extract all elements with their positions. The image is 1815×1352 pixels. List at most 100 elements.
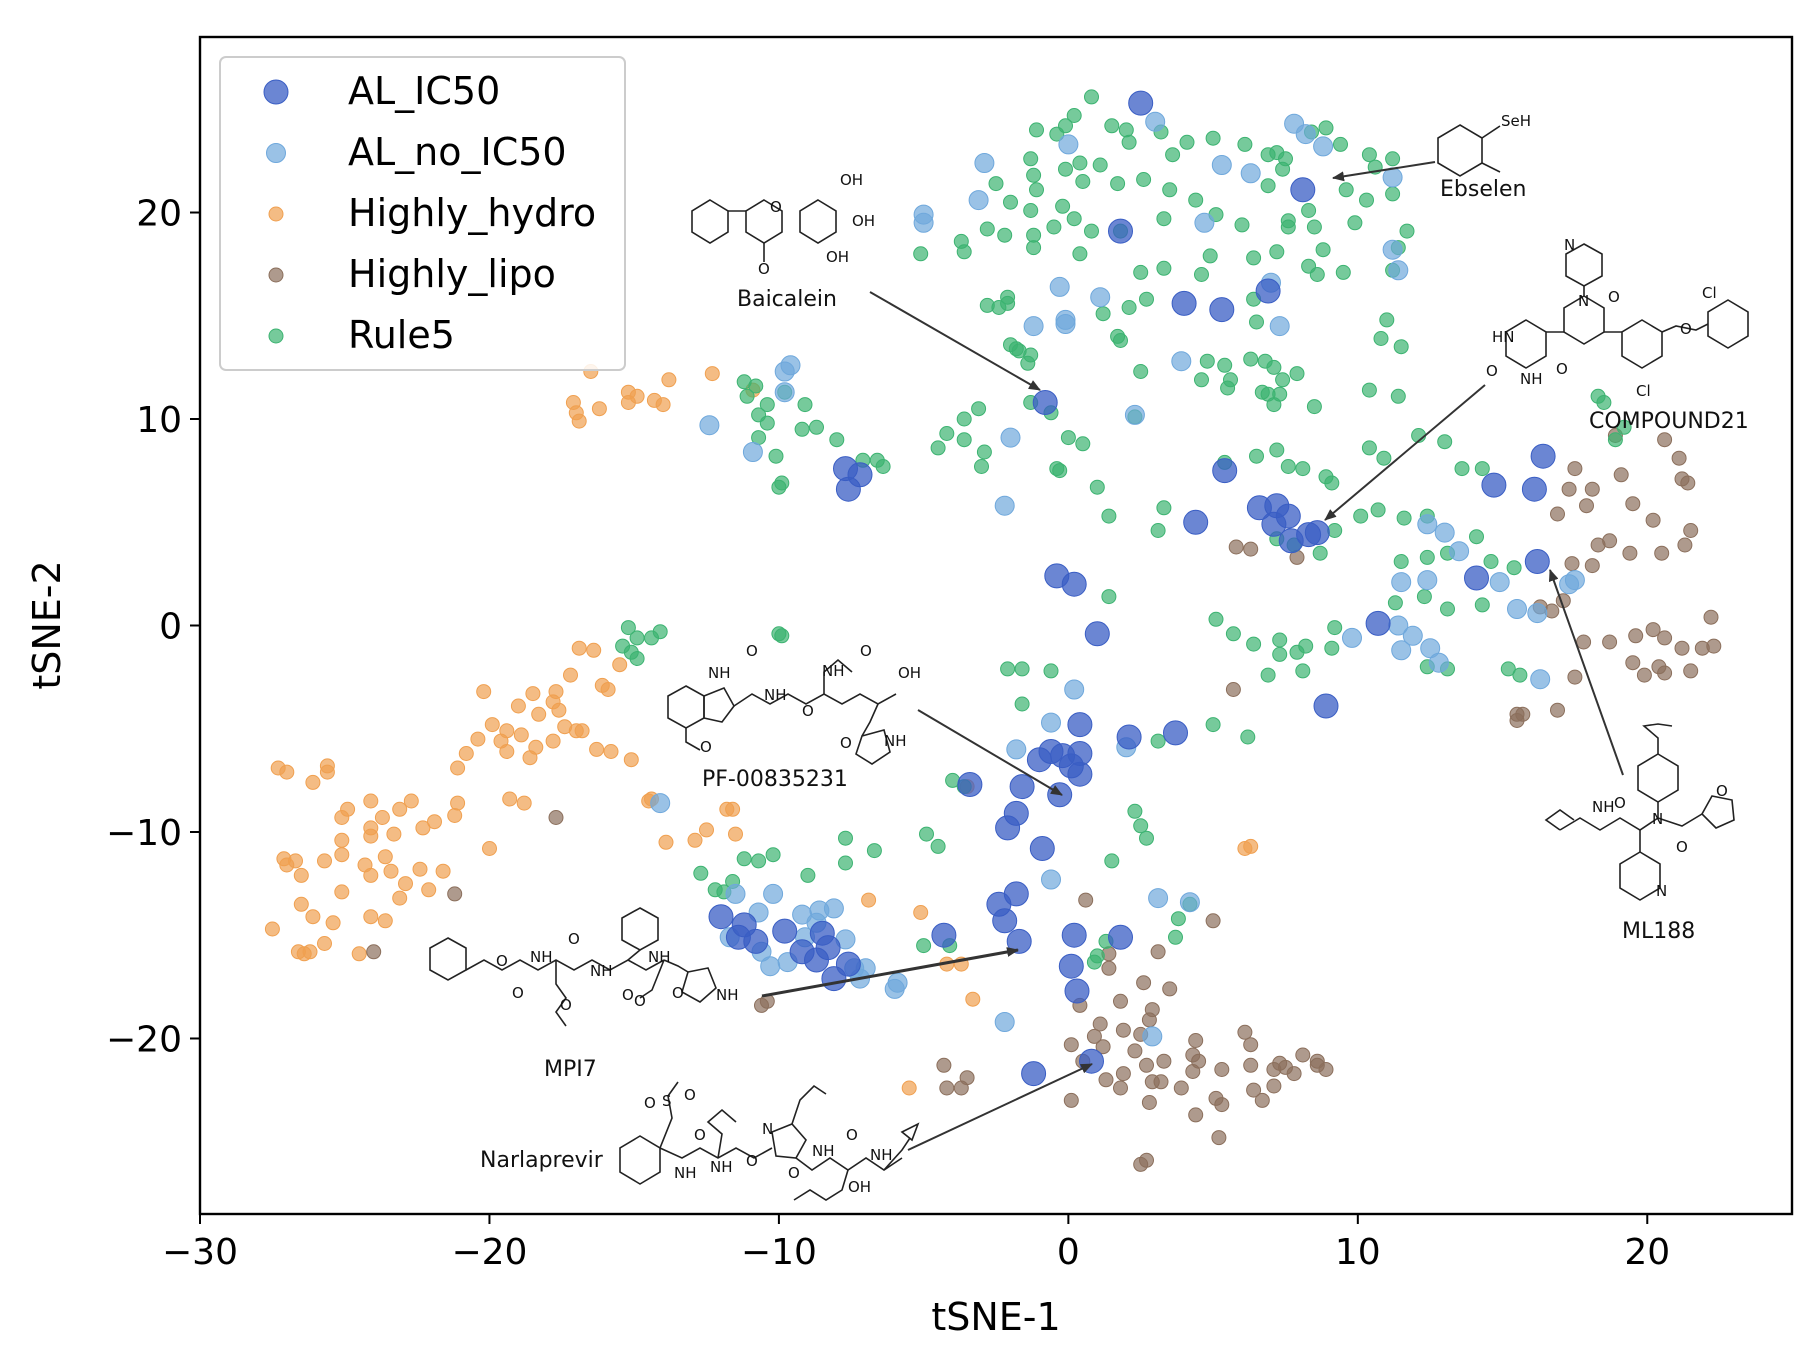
point-al-ic50-0 (1128, 90, 1154, 116)
mpi7-structure: O O NH O NH O NH O NH O O (429, 907, 739, 1027)
narlaprevir-nh-label-3: NH (812, 1142, 835, 1160)
point-rule5-100 (1289, 366, 1305, 382)
point-highly-hydro-83 (699, 822, 714, 838)
point-al-no-ic50-13 (1382, 239, 1403, 260)
narlaprevir-o-label-5: O (788, 1164, 800, 1182)
point-highly-lipo-13 (1602, 533, 1618, 549)
point-highly-hydro-62 (293, 867, 309, 883)
point-highly-hydro-23 (470, 731, 486, 747)
point-highly-hydro-98 (861, 892, 877, 908)
point-highly-lipo-107 (548, 810, 564, 825)
point-al-no-ic50-49 (1064, 679, 1085, 700)
point-al-ic50-21 (1530, 443, 1556, 469)
pf-lactam-ring (855, 729, 891, 765)
point-rule5-123 (829, 432, 845, 448)
point-al-no-ic50-14 (1388, 260, 1409, 281)
point-rule5-79 (1095, 306, 1111, 322)
point-rule5-211 (1101, 589, 1117, 605)
point-highly-lipo-74 (1185, 1064, 1201, 1079)
point-rule5-71 (1309, 267, 1325, 282)
point-highly-hydro-0 (612, 657, 628, 673)
point-highly-lipo-91 (1266, 1078, 1282, 1094)
point-highly-lipo-95 (1063, 1092, 1079, 1108)
narlaprevir-sulfonyl-chain (659, 1081, 679, 1149)
point-al-ic50-25 (1313, 693, 1339, 719)
point-highly-hydro-28 (574, 723, 590, 739)
point-rule5-23 (1136, 172, 1152, 187)
point-al-no-ic50-45 (1420, 638, 1441, 659)
point-highly-hydro-45 (334, 832, 350, 848)
point-rule5-171 (1396, 510, 1412, 526)
point-rule5-64 (1156, 260, 1172, 276)
point-al-no-ic50-2 (1295, 124, 1316, 145)
point-highly-lipo-31 (1703, 609, 1719, 625)
baicalein-benzo-ring (799, 199, 837, 244)
point-al-ic50-18 (1304, 520, 1330, 546)
point-rule5-183 (1327, 620, 1343, 636)
point-al-ic50-23 (1464, 565, 1489, 591)
legend-marker-highly-lipo (268, 267, 284, 283)
point-al-ic50-56 (772, 918, 798, 944)
point-highly-lipo-98 (1211, 1130, 1227, 1146)
pf-indole-pyrrole-ring (703, 686, 735, 723)
point-highly-lipo-84 (1266, 1062, 1282, 1077)
point-highly-hydro-37 (403, 793, 419, 809)
point-highly-hydro-86 (658, 834, 674, 850)
point-rule5-127 (875, 459, 891, 474)
point-al-ic50-55 (743, 928, 769, 954)
point-rule5-0 (1084, 89, 1099, 105)
point-al-no-ic50-40 (1564, 570, 1585, 591)
point-highly-hydro-108 (1243, 838, 1259, 854)
point-rule5-117 (797, 397, 813, 413)
point-rule5-199 (629, 630, 645, 646)
point-highly-hydro-29 (623, 752, 639, 768)
point-rule5-136 (956, 432, 972, 448)
point-highly-lipo-106 (754, 997, 769, 1013)
compound21-o-label-3: O (1556, 360, 1568, 378)
point-highly-hydro-104 (901, 1080, 917, 1096)
data-points (264, 89, 1722, 1172)
point-al-no-ic50-12 (1194, 212, 1215, 233)
compound21-cl-label-1: Cl (1702, 284, 1717, 302)
point-rule5-22 (1165, 147, 1181, 163)
point-rule5-192 (1260, 667, 1276, 683)
point-highly-hydro-16 (513, 727, 529, 743)
point-highly-lipo-81 (1318, 1062, 1334, 1077)
compound21-hn-label: HN (1492, 328, 1515, 346)
point-al-no-ic50-54 (1148, 888, 1169, 909)
point-al-ic50-6 (1032, 390, 1058, 415)
point-rule5-43 (1046, 219, 1062, 235)
mpi7-threonine-sidechain (555, 960, 567, 1027)
point-highly-hydro-53 (398, 876, 413, 892)
point-rule5-95 (1199, 353, 1215, 369)
point-highly-hydro-85 (687, 832, 703, 848)
point-rule5-160 (1596, 395, 1612, 410)
ml188-o-label-1: O (1614, 794, 1626, 812)
point-rule5-116 (759, 397, 775, 413)
point-al-ic50-10 (1212, 458, 1238, 484)
point-rule5-35 (1260, 178, 1276, 194)
point-highly-lipo-5 (1680, 475, 1696, 491)
point-rule5-197 (1512, 667, 1528, 683)
point-al-no-ic50-41 (1342, 627, 1362, 648)
point-al-ic50-27 (1061, 571, 1087, 597)
point-rule5-178 (1506, 560, 1522, 576)
ebselen-se-bond (1481, 125, 1501, 139)
mpi7-nh-label-3: NH (648, 948, 671, 966)
point-highly-hydro-82 (725, 801, 741, 817)
point-rule5-190 (1272, 646, 1288, 662)
point-rule5-141 (974, 459, 989, 474)
narlaprevir-tbutyl (706, 1108, 737, 1159)
legend-label-rule5: Rule5 (348, 313, 455, 357)
x-tick-label-3: 0 (1057, 1232, 1080, 1273)
baicalein-o-label: O (770, 198, 782, 216)
mpi7-nh-label-4: NH (716, 986, 739, 1004)
mpi7-o-label-3: O (568, 930, 580, 948)
point-highly-lipo-97 (1188, 1107, 1204, 1123)
point-rule5-188 (1225, 626, 1241, 642)
point-highly-hydro-54 (421, 882, 437, 898)
point-rule5-222 (919, 826, 934, 842)
ml188-furoyl-bond (1657, 813, 1703, 827)
point-highly-hydro-46 (334, 847, 350, 863)
point-highly-lipo-24 (1602, 634, 1618, 650)
